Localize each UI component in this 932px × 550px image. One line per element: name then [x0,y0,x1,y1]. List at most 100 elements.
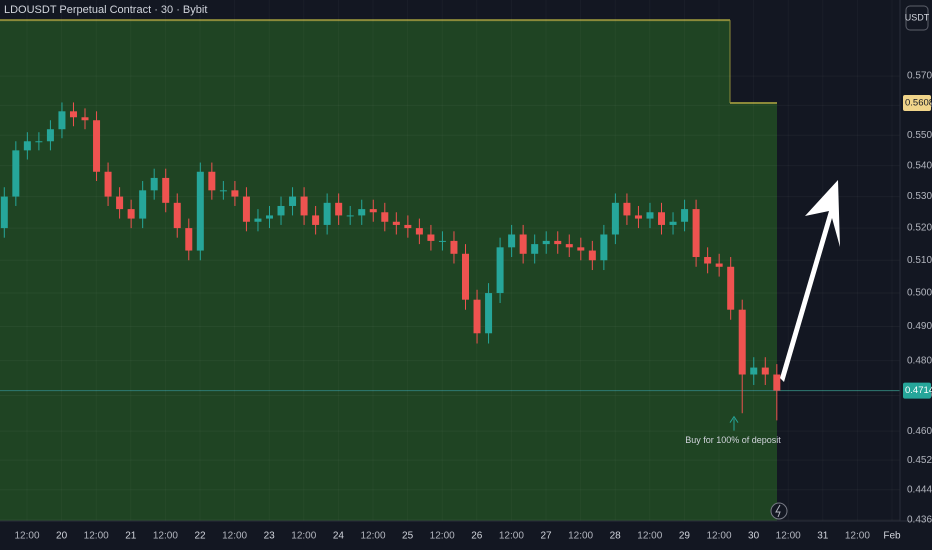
candle-body [196,171,204,251]
event-icon-bolt [775,504,781,518]
x-tick-label: 22 [194,531,206,542]
buy-arrow [729,415,739,431]
candle-body [565,244,573,248]
candle-body [300,196,308,216]
candle-body [127,209,135,219]
candle-body [715,263,723,267]
x-tick-label: 31 [817,531,829,542]
candle-body [681,209,689,222]
take-profit-label: 0.5608 [905,98,932,109]
last-price-tag [903,382,931,399]
axes: 0.57000.56000.55000.54000.53000.52000.51… [14,71,932,542]
candle-body [46,129,54,142]
candle-body [104,171,112,197]
candle-body [150,177,158,191]
candle-body [69,111,77,118]
candle-body [577,247,585,251]
candle-body [623,202,631,216]
candle-body [415,228,423,235]
currency-label[interactable]: USDT [905,12,930,22]
candle-body [173,202,181,229]
candle-body [381,212,389,222]
candle-body [392,221,400,225]
candle-body [600,234,608,261]
arrow-annotation [780,180,840,382]
candle-body [462,253,469,300]
candle-body [219,190,227,192]
candle-body [773,374,781,391]
x-tick-label: 27 [540,531,552,542]
candle-body [658,212,666,225]
candle-body [346,215,354,217]
candle-body [611,202,619,235]
x-tick-label: 12:00 [706,531,731,542]
x-tick-label: 12:00 [84,531,109,542]
x-tick-label: 12:00 [499,531,524,542]
candle-body [35,141,43,143]
x-tick-label: 12:00 [430,531,455,542]
candle-body [485,293,493,334]
candle-body [496,247,504,294]
candle-body [358,209,366,216]
candle-body [162,177,170,203]
position-box [0,19,900,521]
currency-button[interactable] [905,5,929,31]
x-tick-label: 29 [679,531,691,542]
candle-body [335,202,343,216]
x-tick-label: 12:00 [845,531,870,542]
x-tick-label: 21 [125,531,137,542]
x-tick-label: 24 [333,531,345,542]
candle-body [646,212,654,219]
candle-body [265,215,273,219]
candle-body [139,190,147,219]
candle-body [542,240,550,245]
candle-body [588,250,596,261]
x-tick-label: 12:00 [776,531,801,542]
candle-body [23,141,31,151]
grid [0,0,900,521]
candle-body [531,244,539,254]
candle-body [116,196,124,210]
candles [0,102,781,421]
candle-body [427,234,435,241]
x-tick-label: 12:00 [14,531,39,542]
candle-body [0,196,8,229]
position-area [730,103,777,521]
x-tick-label: 26 [471,531,483,542]
candle-body [58,111,66,130]
candle-body [761,367,769,375]
candle-body [12,150,20,197]
candle-body [634,215,642,219]
candle-body [312,215,320,225]
candle-body [231,190,239,197]
x-tick-label: Feb [883,531,901,542]
x-tick-label: 12:00 [568,531,593,542]
x-tick-label: 20 [56,531,68,542]
x-tick-label: 23 [264,531,276,542]
x-tick-label: 12:00 [360,531,385,542]
candle-body [404,224,412,229]
candle-body [323,202,331,225]
candle-body [438,240,446,242]
take-profit-tag [903,95,931,112]
candle-body [81,117,89,121]
event-icon[interactable] [770,502,788,520]
buy-label: Buy for 100% of deposit [685,435,781,445]
x-tick-label: 30 [748,531,760,542]
x-tick-label: 12:00 [222,531,247,542]
candle-body [450,240,458,254]
position-area [0,20,730,521]
candle-body [704,257,712,264]
chart-title: LDOUSDT Perpetual Contract · 30 · Bybit [4,4,207,16]
candle-body [277,205,285,216]
